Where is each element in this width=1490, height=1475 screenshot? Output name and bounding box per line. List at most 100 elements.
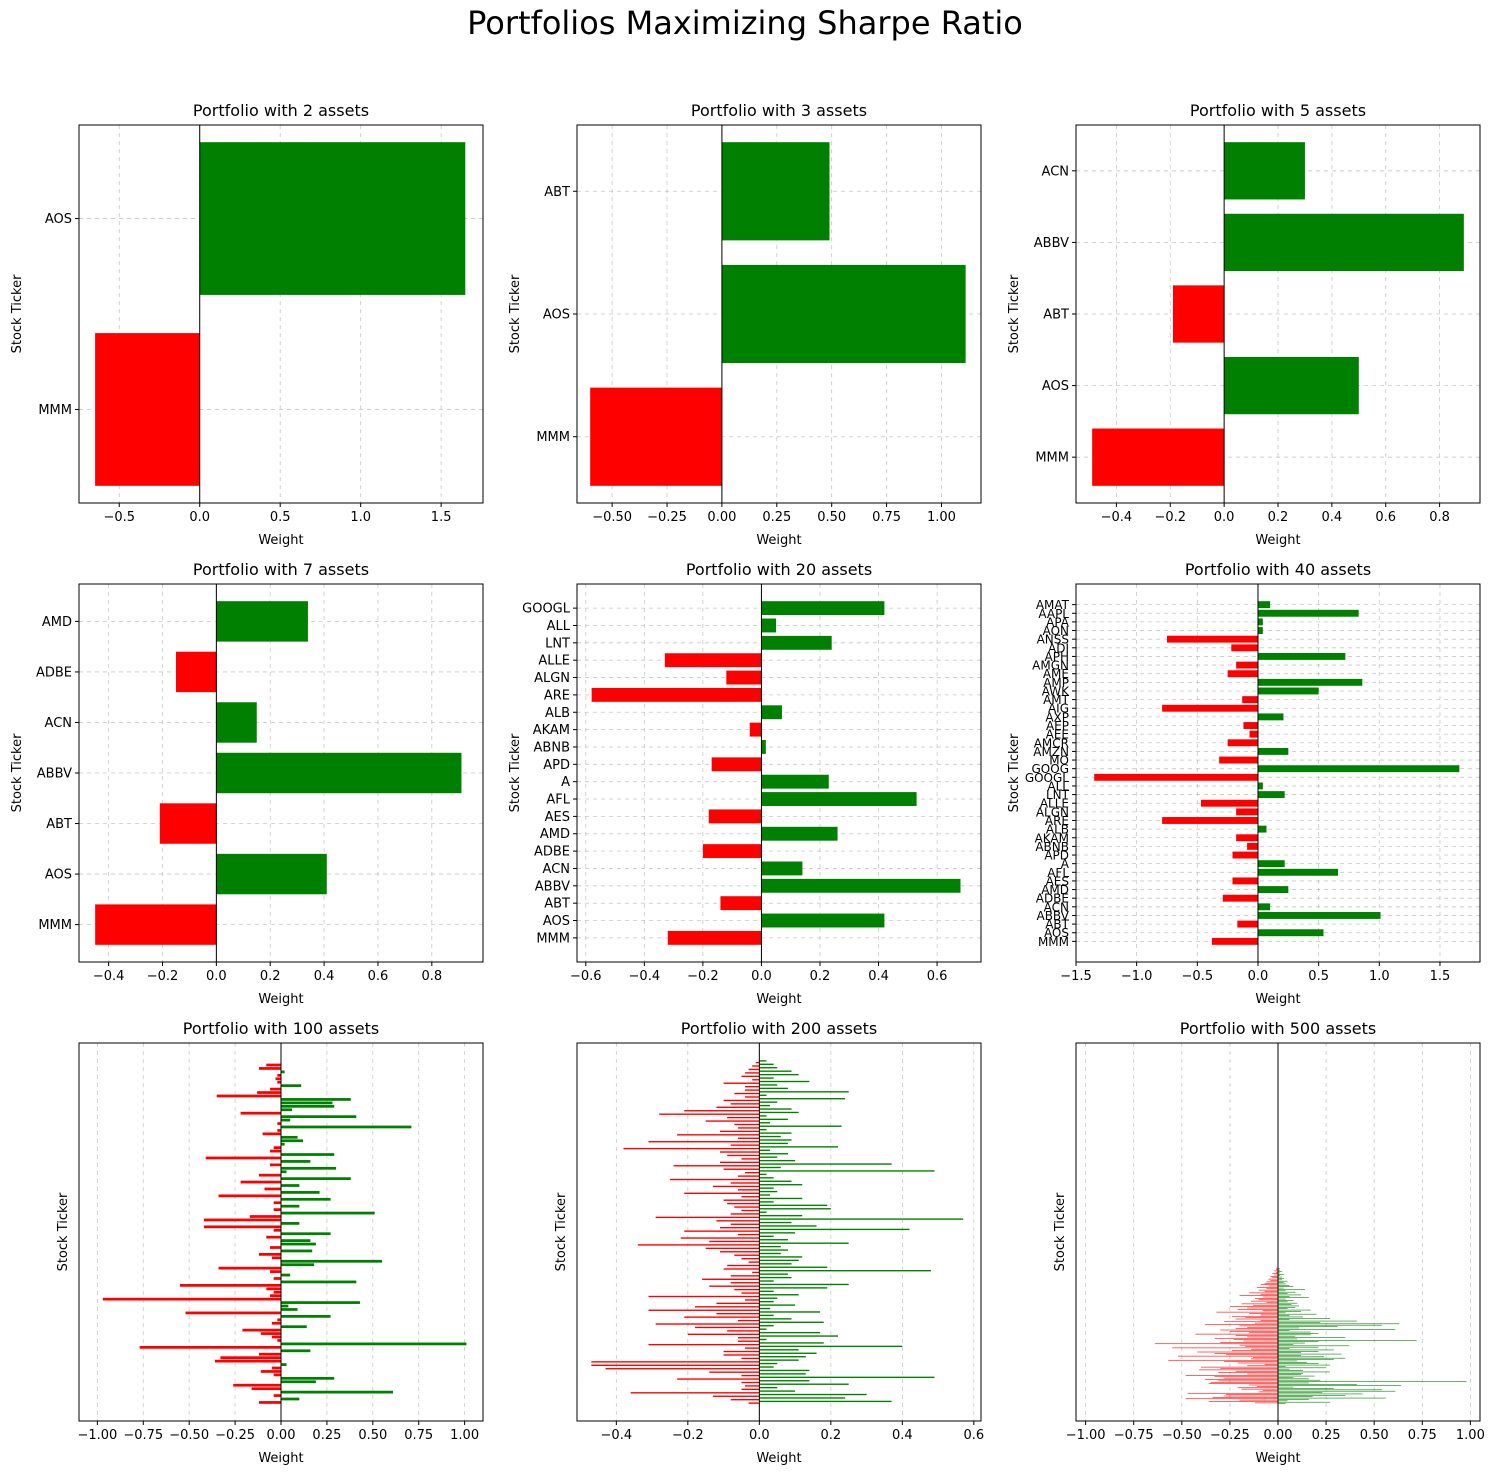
x-tick-label: 0.6 [927,969,948,984]
bar [240,1111,281,1115]
bar [759,1142,788,1145]
bar [730,1144,760,1146]
bar [1235,1328,1278,1329]
bar [759,1280,774,1282]
bar [590,387,722,486]
bar [1256,1386,1278,1387]
y-tick-label: A [561,775,570,790]
y-tick-label: AOS [543,308,570,323]
subplot-title: Portfolio with 3 assets [691,101,867,120]
bar [737,1319,760,1322]
bar [1278,1329,1396,1330]
bar [1236,661,1258,669]
bar [1278,1348,1290,1349]
bar [759,1376,935,1379]
bar [1256,1287,1278,1288]
bar [759,1369,810,1372]
bar [277,1122,281,1125]
bar [1168,1359,1278,1361]
bar [1278,1276,1282,1278]
bar [277,1080,281,1084]
subplot-6: −1.5 −1.0 −0.5 0.0 0.5 1.0 1.5 MMMAOSABTABBVACN… [1007,560,1481,1007]
bar [761,774,829,789]
bar [281,1160,311,1163]
bar [281,1397,300,1401]
bar [1278,1393,1363,1395]
bar [1249,1384,1278,1386]
y-tick-label: APA [1046,615,1070,629]
bar [1154,1343,1278,1345]
bar [1224,1361,1278,1362]
bar [759,1239,788,1241]
y-tick-label: ABT [544,897,570,912]
bar [1162,704,1258,712]
bar [1278,1344,1294,1345]
bar [281,1239,311,1242]
bar [1278,1392,1323,1393]
bar [759,1125,842,1127]
bar [723,1082,760,1084]
bar [680,1237,760,1239]
bar [1262,1390,1278,1391]
y-tick-label: ALB [545,706,570,721]
bar [761,740,766,754]
bar [727,1154,760,1157]
x-tick-label: −0.50 [169,1428,209,1443]
bar [1278,1322,1321,1323]
bar [1231,1315,1278,1317]
bar [730,1223,760,1225]
bar [745,1385,760,1387]
x-tick-label: −0.25 [1210,1428,1250,1443]
bar [277,1073,281,1077]
bar [1185,1398,1278,1400]
x-tick-label: −0.4 [601,1428,633,1443]
bar [1278,1356,1325,1358]
bar [705,1247,760,1250]
bar [1260,1314,1278,1316]
bar [281,1118,291,1122]
bar [745,1089,760,1091]
bar [1247,1326,1278,1328]
bar [1241,1388,1278,1390]
bar [218,1194,281,1198]
y-tick-label: AOS [1042,379,1069,394]
bar [741,1388,760,1391]
bar [720,1161,760,1164]
bar [1177,1355,1278,1357]
y-tick-label: AMD [540,827,570,842]
bar [730,1213,760,1215]
bar [737,1137,760,1139]
bar [1278,1274,1284,1275]
bar [273,1277,281,1280]
x-tick-label: 0.75 [872,510,901,525]
bar [1197,1351,1278,1353]
bar [281,1101,333,1105]
bar [1278,1388,1334,1389]
bar [1278,1367,1327,1369]
bar [720,1130,760,1133]
bar [1236,808,1258,816]
bar [216,601,308,642]
bar [1278,1313,1317,1315]
y-tick-label: ANSS [1037,633,1069,647]
bar [1257,747,1289,755]
bar [759,1390,796,1392]
bar [759,1297,778,1299]
bar [1233,1339,1278,1340]
y-tick-label: AFL [546,793,570,808]
bar [723,1168,760,1170]
x-axis-label: Weight [756,533,801,548]
bar [1278,1285,1290,1286]
bar [759,1266,828,1268]
bar [1278,1399,1309,1400]
bar [667,930,762,945]
bar [759,1242,849,1244]
bar [741,1209,760,1212]
bar [281,1184,300,1187]
bar [1216,1311,1278,1313]
bar [1214,1353,1278,1354]
x-axis-label: Weight [756,1451,801,1466]
bar [741,1381,760,1384]
bar [1274,1270,1278,1272]
